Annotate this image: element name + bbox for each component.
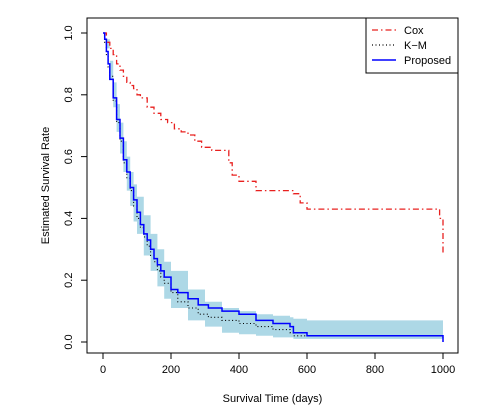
- y-tick-label: 0.6: [63, 149, 75, 164]
- legend-label-cox: Cox: [404, 25, 424, 37]
- series-cox: [103, 32, 444, 256]
- x-tick-label: 600: [298, 364, 316, 376]
- y-tick-label: 0.2: [63, 273, 75, 288]
- x-tick-label: 400: [230, 364, 248, 376]
- legend: Cox K−M Proposed: [365, 17, 459, 74]
- legend-label-km: K−M: [404, 40, 427, 52]
- y-tick-label: 0.4: [63, 211, 75, 226]
- x-axis-title: Survival Time (days): [223, 393, 323, 405]
- x-tick-label: 200: [162, 364, 180, 376]
- legend-box: [365, 17, 459, 74]
- series-km: [103, 32, 444, 342]
- y-axis: 0.0 0.2 0.4 0.6 0.8 1.0: [63, 25, 88, 350]
- series-layer: [103, 32, 444, 342]
- y-tick-label: 0.8: [63, 87, 75, 102]
- y-tick-label: 0.0: [63, 334, 75, 349]
- x-tick-label: 800: [366, 364, 384, 376]
- confidence-band-layer: [103, 33, 443, 339]
- x-tick-label: 0: [100, 364, 106, 376]
- y-axis-title: Estimated Survival Rate: [40, 127, 52, 244]
- confidence-band: [103, 33, 443, 339]
- y-tick-label: 1.0: [63, 25, 75, 40]
- x-axis: 0 200 400 600 800 1000: [100, 352, 455, 376]
- legend-label-proposed: Proposed: [404, 55, 451, 67]
- x-tick-label: 1000: [431, 364, 455, 376]
- series-proposed: [103, 32, 444, 342]
